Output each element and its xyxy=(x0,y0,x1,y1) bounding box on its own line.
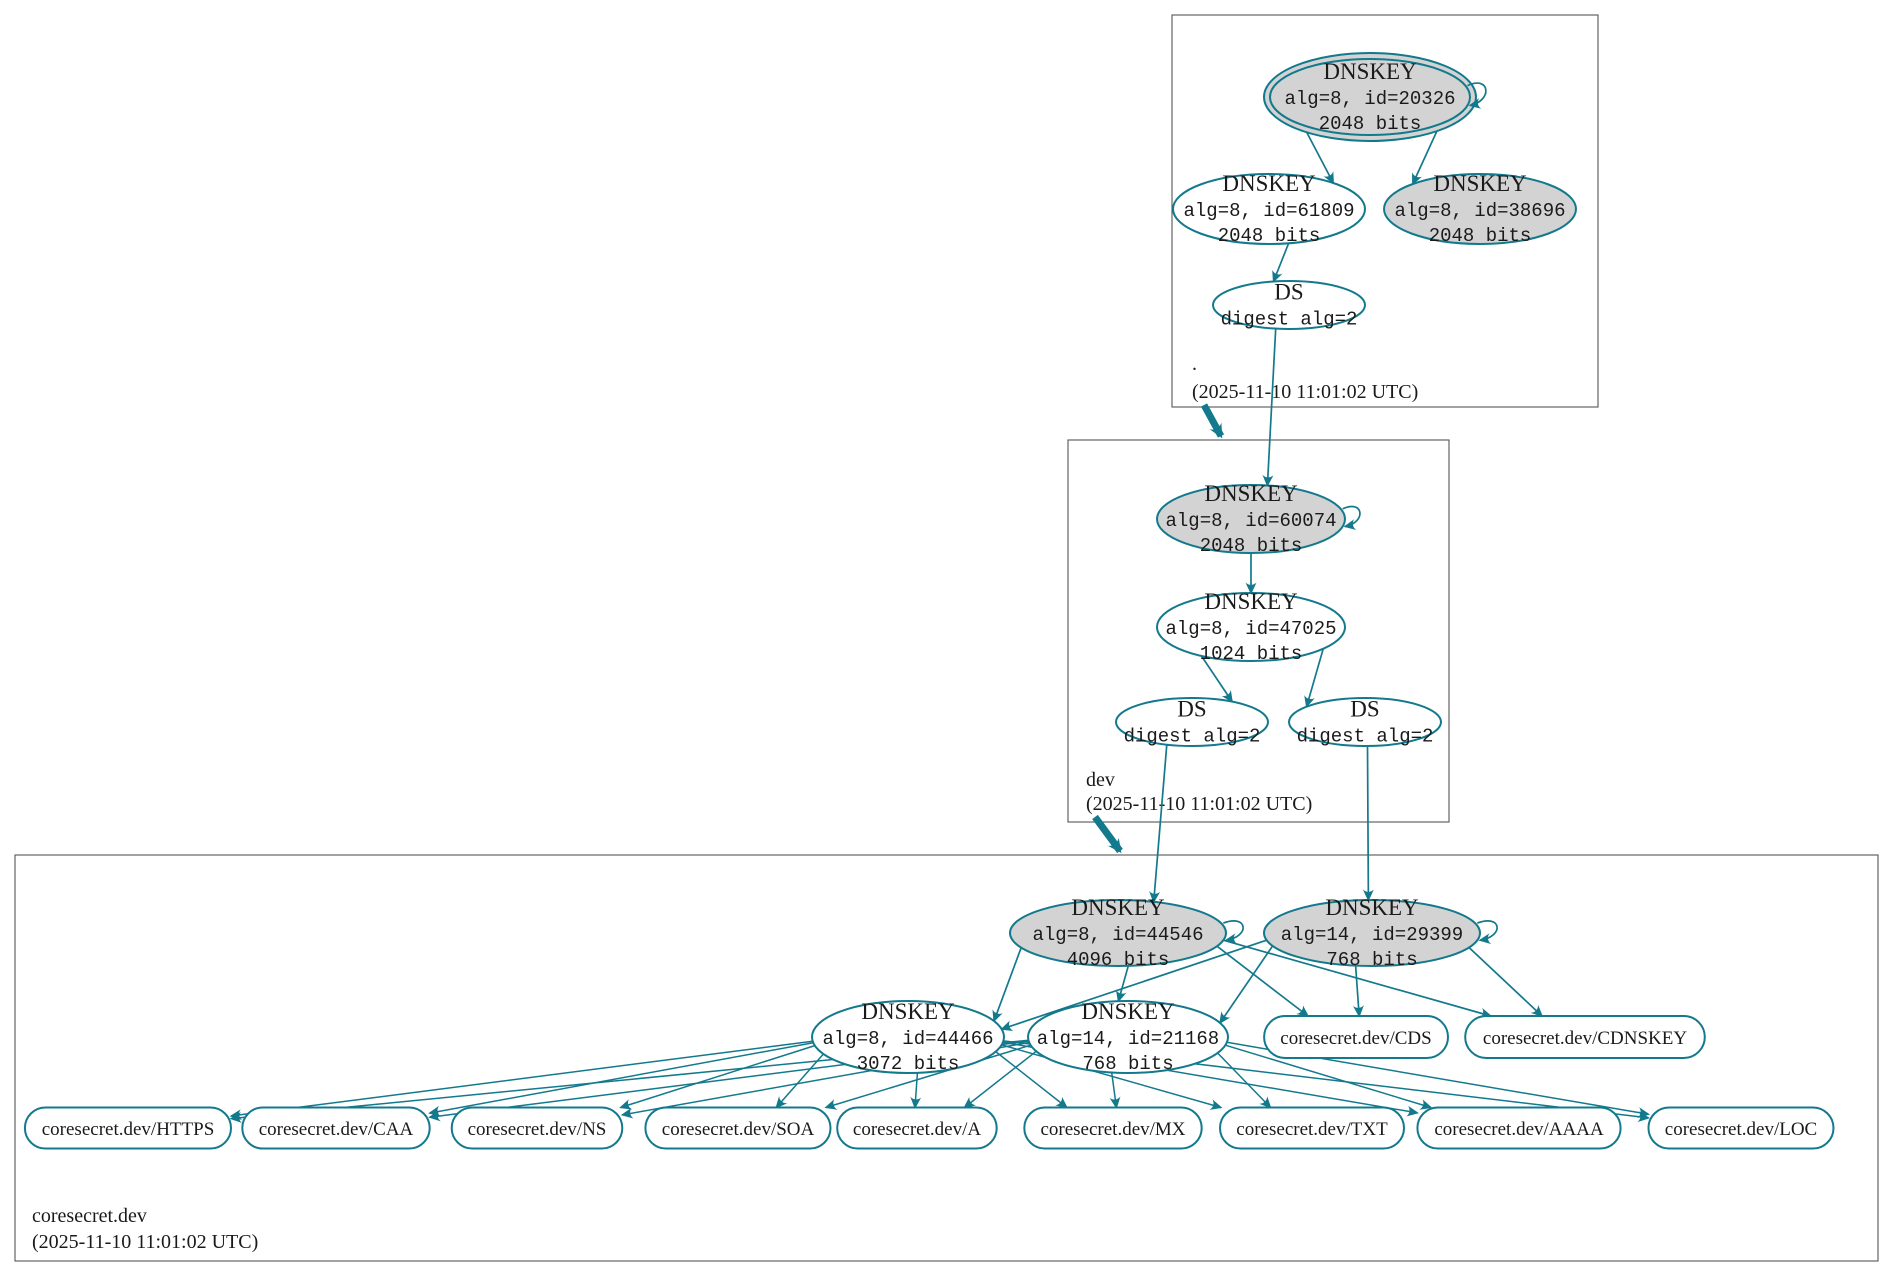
svg-text:DNSKEY: DNSKEY xyxy=(861,999,955,1024)
svg-text:2048 bits: 2048 bits xyxy=(1200,535,1303,557)
svg-text:digest alg=2: digest alg=2 xyxy=(1221,309,1358,331)
svg-text:2048 bits: 2048 bits xyxy=(1218,225,1321,247)
svg-text:coresecret.dev/MX: coresecret.dev/MX xyxy=(1040,1119,1185,1140)
svg-text:coresecret.dev/HTTPS: coresecret.dev/HTTPS xyxy=(42,1119,215,1140)
svg-text:alg=14, id=21168: alg=14, id=21168 xyxy=(1037,1028,1219,1050)
svg-text:coresecret.dev/NS: coresecret.dev/NS xyxy=(468,1119,607,1140)
svg-text:4096 bits: 4096 bits xyxy=(1067,949,1170,971)
svg-text:coresecret.dev/AAAA: coresecret.dev/AAAA xyxy=(1434,1119,1604,1140)
svg-text:alg=8, id=60074: alg=8, id=60074 xyxy=(1165,510,1336,532)
svg-text:DNSKEY: DNSKEY xyxy=(1204,589,1298,614)
svg-text:DNSKEY: DNSKEY xyxy=(1081,999,1175,1024)
svg-text:.: . xyxy=(1192,353,1197,375)
svg-text:DNSKEY: DNSKEY xyxy=(1204,481,1298,506)
svg-text:768 bits: 768 bits xyxy=(1326,949,1417,971)
svg-text:coresecret.dev/A: coresecret.dev/A xyxy=(853,1119,981,1140)
svg-text:coresecret.dev: coresecret.dev xyxy=(32,1205,147,1227)
svg-text:768 bits: 768 bits xyxy=(1082,1053,1173,1075)
svg-text:alg=8, id=61809: alg=8, id=61809 xyxy=(1183,200,1354,222)
svg-text:DNSKEY: DNSKEY xyxy=(1323,59,1417,84)
svg-text:(2025-11-10 11:01:02 UTC): (2025-11-10 11:01:02 UTC) xyxy=(32,1231,258,1253)
svg-text:DS: DS xyxy=(1350,697,1379,722)
svg-text:digest alg=2: digest alg=2 xyxy=(1297,726,1434,748)
svg-text:alg=8, id=47025: alg=8, id=47025 xyxy=(1165,618,1336,640)
svg-text:DNSKEY: DNSKEY xyxy=(1222,171,1316,196)
svg-text:DS: DS xyxy=(1177,697,1206,722)
svg-text:(2025-11-10 11:01:02 UTC): (2025-11-10 11:01:02 UTC) xyxy=(1086,793,1312,815)
svg-text:DNSKEY: DNSKEY xyxy=(1071,895,1165,920)
svg-text:coresecret.dev/TXT: coresecret.dev/TXT xyxy=(1236,1119,1388,1140)
svg-text:digest alg=2: digest alg=2 xyxy=(1124,726,1261,748)
svg-text:DNSKEY: DNSKEY xyxy=(1433,171,1527,196)
svg-text:3072 bits: 3072 bits xyxy=(857,1053,960,1075)
svg-text:(2025-11-10 11:01:02 UTC): (2025-11-10 11:01:02 UTC) xyxy=(1192,381,1418,403)
svg-text:alg=8, id=44546: alg=8, id=44546 xyxy=(1032,924,1203,946)
svg-text:2048 bits: 2048 bits xyxy=(1429,225,1532,247)
svg-text:alg=8, id=20326: alg=8, id=20326 xyxy=(1284,88,1455,110)
svg-text:DS: DS xyxy=(1274,280,1303,305)
svg-text:coresecret.dev/CAA: coresecret.dev/CAA xyxy=(259,1119,414,1140)
svg-text:alg=14, id=29399: alg=14, id=29399 xyxy=(1281,924,1463,946)
svg-text:alg=8, id=44466: alg=8, id=44466 xyxy=(822,1028,993,1050)
svg-text:coresecret.dev/CDS: coresecret.dev/CDS xyxy=(1280,1028,1431,1049)
svg-text:coresecret.dev/LOC: coresecret.dev/LOC xyxy=(1665,1119,1817,1140)
svg-text:dev: dev xyxy=(1086,769,1115,791)
svg-text:1024 bits: 1024 bits xyxy=(1200,643,1303,665)
svg-text:alg=8, id=38696: alg=8, id=38696 xyxy=(1394,200,1565,222)
svg-text:coresecret.dev/SOA: coresecret.dev/SOA xyxy=(662,1119,815,1140)
svg-text:2048 bits: 2048 bits xyxy=(1319,113,1422,135)
svg-text:coresecret.dev/CDNSKEY: coresecret.dev/CDNSKEY xyxy=(1483,1028,1687,1049)
svg-text:DNSKEY: DNSKEY xyxy=(1325,895,1419,920)
